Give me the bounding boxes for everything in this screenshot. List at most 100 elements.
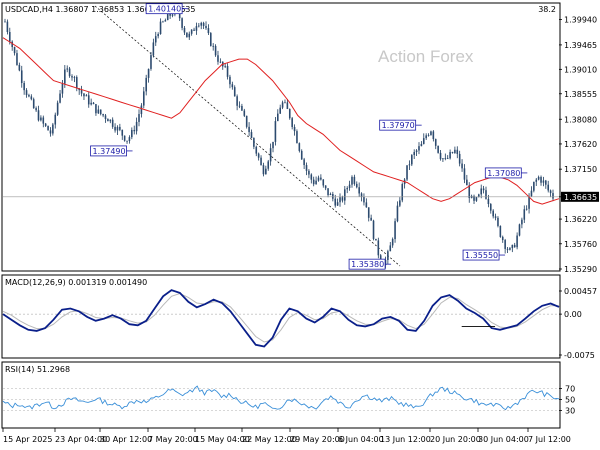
candle-body	[413, 152, 416, 156]
price-tick-label: 1.39010	[564, 65, 597, 74]
candle-body	[360, 193, 363, 197]
candle-body	[298, 143, 301, 151]
candle-body	[233, 87, 236, 97]
candle-body	[75, 77, 78, 89]
candle-body	[181, 18, 183, 28]
candle-body	[253, 137, 255, 147]
candle-body	[535, 179, 538, 182]
candle-body	[293, 126, 296, 132]
candle-body	[478, 194, 480, 197]
candle-body	[61, 83, 64, 94]
candle-body	[49, 130, 52, 134]
candle-body	[485, 190, 487, 199]
candle-body	[353, 176, 356, 184]
candle-body	[492, 210, 494, 217]
candle-body	[446, 158, 449, 159]
candle-body	[248, 126, 250, 133]
price-series	[2, 5, 560, 269]
candle-body	[300, 150, 303, 160]
candle-body	[260, 157, 262, 166]
candle-body	[418, 146, 420, 151]
candle-body	[451, 152, 454, 153]
price-tick-label: 1.38555	[564, 90, 597, 99]
candle-body	[281, 102, 284, 108]
candle-body	[288, 108, 291, 119]
candle-body	[83, 93, 85, 97]
candle-body	[140, 105, 143, 115]
callout-label: 1.37490	[93, 147, 126, 156]
candle-body	[401, 184, 404, 201]
candle-body	[442, 158, 444, 160]
candle-body	[411, 155, 413, 165]
candle-body	[329, 193, 332, 196]
time-tick-label: 30 Apr 12:00	[100, 435, 152, 444]
price-tick-label: 1.39465	[564, 41, 597, 50]
time-tick-label: 30 Jun 04:00	[478, 435, 529, 444]
candle-body	[198, 25, 200, 27]
candle-body	[59, 93, 61, 103]
candle-body	[200, 22, 203, 26]
candle-body	[102, 114, 104, 116]
candle-body	[521, 219, 523, 225]
candle-body	[166, 13, 169, 21]
candle-body	[525, 208, 528, 210]
rsi-axis: 70 50 30	[559, 385, 575, 416]
candle-body	[207, 28, 210, 34]
rsi-line	[2, 385, 560, 411]
candle-body	[8, 31, 11, 42]
candle-body	[209, 33, 212, 46]
candle-body	[4, 21, 6, 23]
trend-line	[94, 5, 401, 267]
candle-body	[214, 45, 217, 56]
candle-body	[66, 68, 69, 70]
candle-body	[336, 202, 339, 206]
candle-body	[466, 179, 468, 186]
candle-body	[11, 41, 13, 48]
price-panel	[1, 2, 561, 272]
candle-body	[499, 225, 502, 237]
candle-body	[475, 196, 478, 201]
time-tick-label: 15 Apr 2025	[3, 435, 52, 444]
rsi-tick-label: 70	[565, 385, 575, 394]
macd-series	[2, 289, 560, 348]
callout-label: 1.35550	[465, 251, 498, 260]
candle-body	[25, 90, 28, 96]
candle-body	[540, 176, 542, 183]
candle-body	[437, 145, 439, 153]
candle-body	[365, 202, 368, 208]
candle-body	[219, 61, 222, 63]
symbol-header: USDCAD,H4 1.36807 1.36853 1.36628 1.3663…	[5, 5, 195, 14]
candle-body	[37, 110, 40, 121]
candle-body	[291, 118, 293, 127]
candle-body	[523, 209, 526, 220]
price-tick-label: 1.35760	[564, 240, 597, 249]
candle-body	[296, 131, 298, 144]
candle-body	[274, 121, 277, 142]
candle-body	[322, 179, 325, 186]
macd-panel	[1, 274, 561, 359]
candle-body	[32, 99, 35, 109]
candle-body	[80, 90, 83, 94]
candle-body	[52, 124, 54, 134]
candle-body	[114, 126, 116, 131]
candle-body	[363, 196, 365, 203]
time-tick-label: 6 Jun 04:00	[338, 435, 384, 444]
candle-body	[284, 102, 286, 104]
candle-body	[487, 198, 490, 205]
candle-body	[501, 236, 504, 241]
candle-body	[506, 248, 509, 250]
candle-body	[375, 238, 377, 241]
candle-body	[262, 165, 265, 175]
candle-body	[224, 65, 226, 67]
candle-body	[123, 135, 126, 141]
candle-body	[387, 251, 389, 261]
candle-body	[358, 187, 360, 194]
candle-body	[128, 137, 131, 142]
candle-body	[126, 140, 128, 142]
candle-body	[513, 244, 516, 248]
candle-body	[97, 109, 100, 114]
candle-body	[310, 174, 313, 180]
candle-body	[348, 184, 351, 189]
candle-body	[92, 102, 95, 105]
